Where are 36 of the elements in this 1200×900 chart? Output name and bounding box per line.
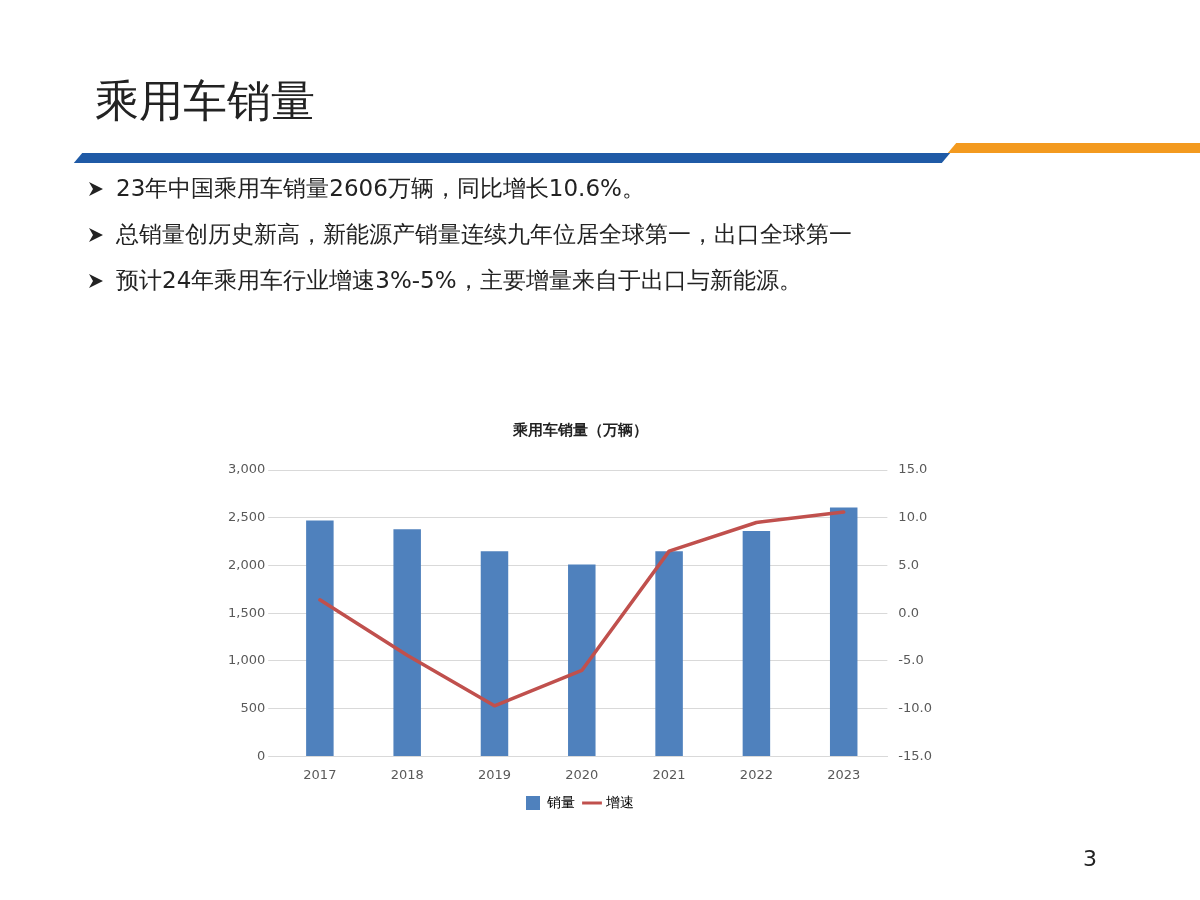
y2-tick-label: 0.0 [898, 604, 920, 620]
x-tick-label: 2021 [652, 766, 686, 782]
y2-tick-label: -10.0 [898, 700, 932, 716]
bar [829, 507, 858, 756]
y-tick-label: 0 [256, 747, 266, 763]
y2-tick-label: -5.0 [898, 652, 924, 668]
bar [655, 551, 683, 756]
text: 总销量创历史新高，新能源产销量连续九年位居全球第一，出口全球第一 [116, 220, 852, 249]
x-tick-label: 2018 [390, 766, 424, 782]
legend-label: 销量 [546, 793, 575, 810]
bar [568, 564, 596, 756]
bar [393, 529, 421, 756]
x-tick-label: 2017 [303, 766, 337, 782]
y2-tick-label: -15.0 [898, 747, 932, 763]
y-tick-label: 1,000 [228, 652, 266, 668]
y2-tick-label: 5.0 [898, 556, 920, 572]
x-tick-label: 2019 [477, 766, 512, 782]
y2-tick-label: 10.0 [898, 509, 928, 525]
legend-label: 增速 [605, 793, 634, 810]
y-tick-label: 1,500 [228, 604, 266, 620]
x-tick-label: 2020 [565, 766, 599, 782]
text: 23年中国乘用车销量2606万辆，同比增长10.6%。 [116, 174, 645, 203]
bar [480, 551, 509, 756]
y-tick-label: 500 [240, 700, 266, 716]
text: 预计24年乘用车行业增速3%-5%，主要增量来自于出口与新能源。 [116, 266, 802, 295]
bar [742, 531, 771, 756]
text: 3 [1083, 846, 1097, 871]
x-tick-label: 2022 [739, 766, 773, 782]
y-tick-label: 2,500 [228, 509, 266, 525]
bar [306, 520, 334, 756]
x-tick-label: 2023 [827, 766, 861, 782]
y2-tick-label: 15.0 [898, 461, 928, 477]
chart-subtitle: 乘用车销量（万辆） [511, 420, 648, 439]
y-tick-label: 2,000 [228, 556, 266, 572]
chart-title: 乘用车销量 [95, 74, 315, 128]
y-tick-label: 3,000 [228, 461, 266, 477]
